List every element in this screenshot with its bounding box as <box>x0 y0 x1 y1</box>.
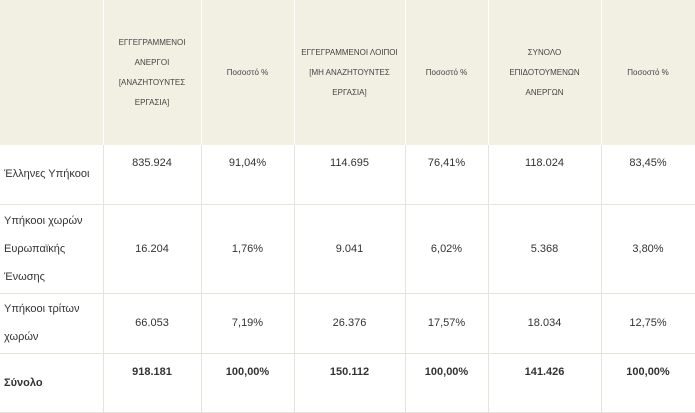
table-cell: 918.181 <box>103 353 202 413</box>
table-row: Υπήκοοι τρίτων χωρών 66.053 7,19% 26.376… <box>0 293 695 354</box>
table-cell: 100,00% <box>201 353 295 413</box>
table-cell: 114.695 <box>294 145 406 205</box>
table-row: Έλληνες Υπήκοοι 835.924 91,04% 114.695 7… <box>0 145 695 205</box>
table-cell: 100,00% <box>601 353 695 413</box>
table-cell: 18.034 <box>488 293 602 354</box>
table-cell: 6,02% <box>405 204 489 294</box>
table-cell: 141.426 <box>488 353 602 413</box>
table-cell: 5.368 <box>488 204 602 294</box>
table-cell: 91,04% <box>201 145 295 205</box>
table-cell: 83,45% <box>601 145 695 205</box>
table-cell: 100,00% <box>405 353 489 413</box>
table-cell: 150.112 <box>294 353 406 413</box>
header-subsidized-unemployed: ΣΥΝΟΛΟ ΕΠΙΔΟΤΟΥΜΕΝΩΝ ΑΝΕΡΓΩΝ <box>488 0 602 145</box>
header-percent-1: Ποσοστό % <box>201 0 295 145</box>
table-row: Υπήκοοι χωρών Ευρωπαϊκής Ένωσης 16.204 1… <box>0 204 695 294</box>
table-cell: 26.376 <box>294 293 406 354</box>
header-percent-2: Ποσοστό % <box>405 0 489 145</box>
header-registered-unemployed: ΕΓΓΕΓΡΑΜΜΕΝΟΙ ΑΝΕΡΓΟΙ [ΑΝΑΖΗΤΟΥΝΤΕΣ ΕΡΓΑ… <box>103 0 202 145</box>
table-cell: 835.924 <box>103 145 202 205</box>
row-label: Έλληνες Υπήκοοι <box>0 145 104 205</box>
table-cell: 12,75% <box>601 293 695 354</box>
table-cell: 7,19% <box>201 293 295 354</box>
table-cell: 16.204 <box>103 204 202 294</box>
header-percent-3: Ποσοστό % <box>601 0 695 145</box>
header-registered-other: ΕΓΓΕΓΡΑΜΜΕΝΟΙ ΛΟΙΠΟΙ [ΜΗ ΑΝΑΖΗΤΟΥΝΤΕΣ ΕΡ… <box>294 0 406 145</box>
header-empty <box>0 0 104 145</box>
row-label: Υπήκοοι χωρών Ευρωπαϊκής Ένωσης <box>0 204 104 294</box>
header-row: ΕΓΓΕΓΡΑΜΜΕΝΟΙ ΑΝΕΡΓΟΙ [ΑΝΑΖΗΤΟΥΝΤΕΣ ΕΡΓΑ… <box>0 0 695 145</box>
total-row: Σύνολο 918.181 100,00% 150.112 100,00% 1… <box>0 353 695 413</box>
table-cell: 66.053 <box>103 293 202 354</box>
table-cell: 76,41% <box>405 145 489 205</box>
table-cell: 118.024 <box>488 145 602 205</box>
table-cell: 3,80% <box>601 204 695 294</box>
table-cell: 1,76% <box>201 204 295 294</box>
table-cell: 9.041 <box>294 204 406 294</box>
row-label: Υπήκοοι τρίτων χωρών <box>0 293 104 354</box>
table-cell: 17,57% <box>405 293 489 354</box>
row-label: Σύνολο <box>0 353 104 413</box>
